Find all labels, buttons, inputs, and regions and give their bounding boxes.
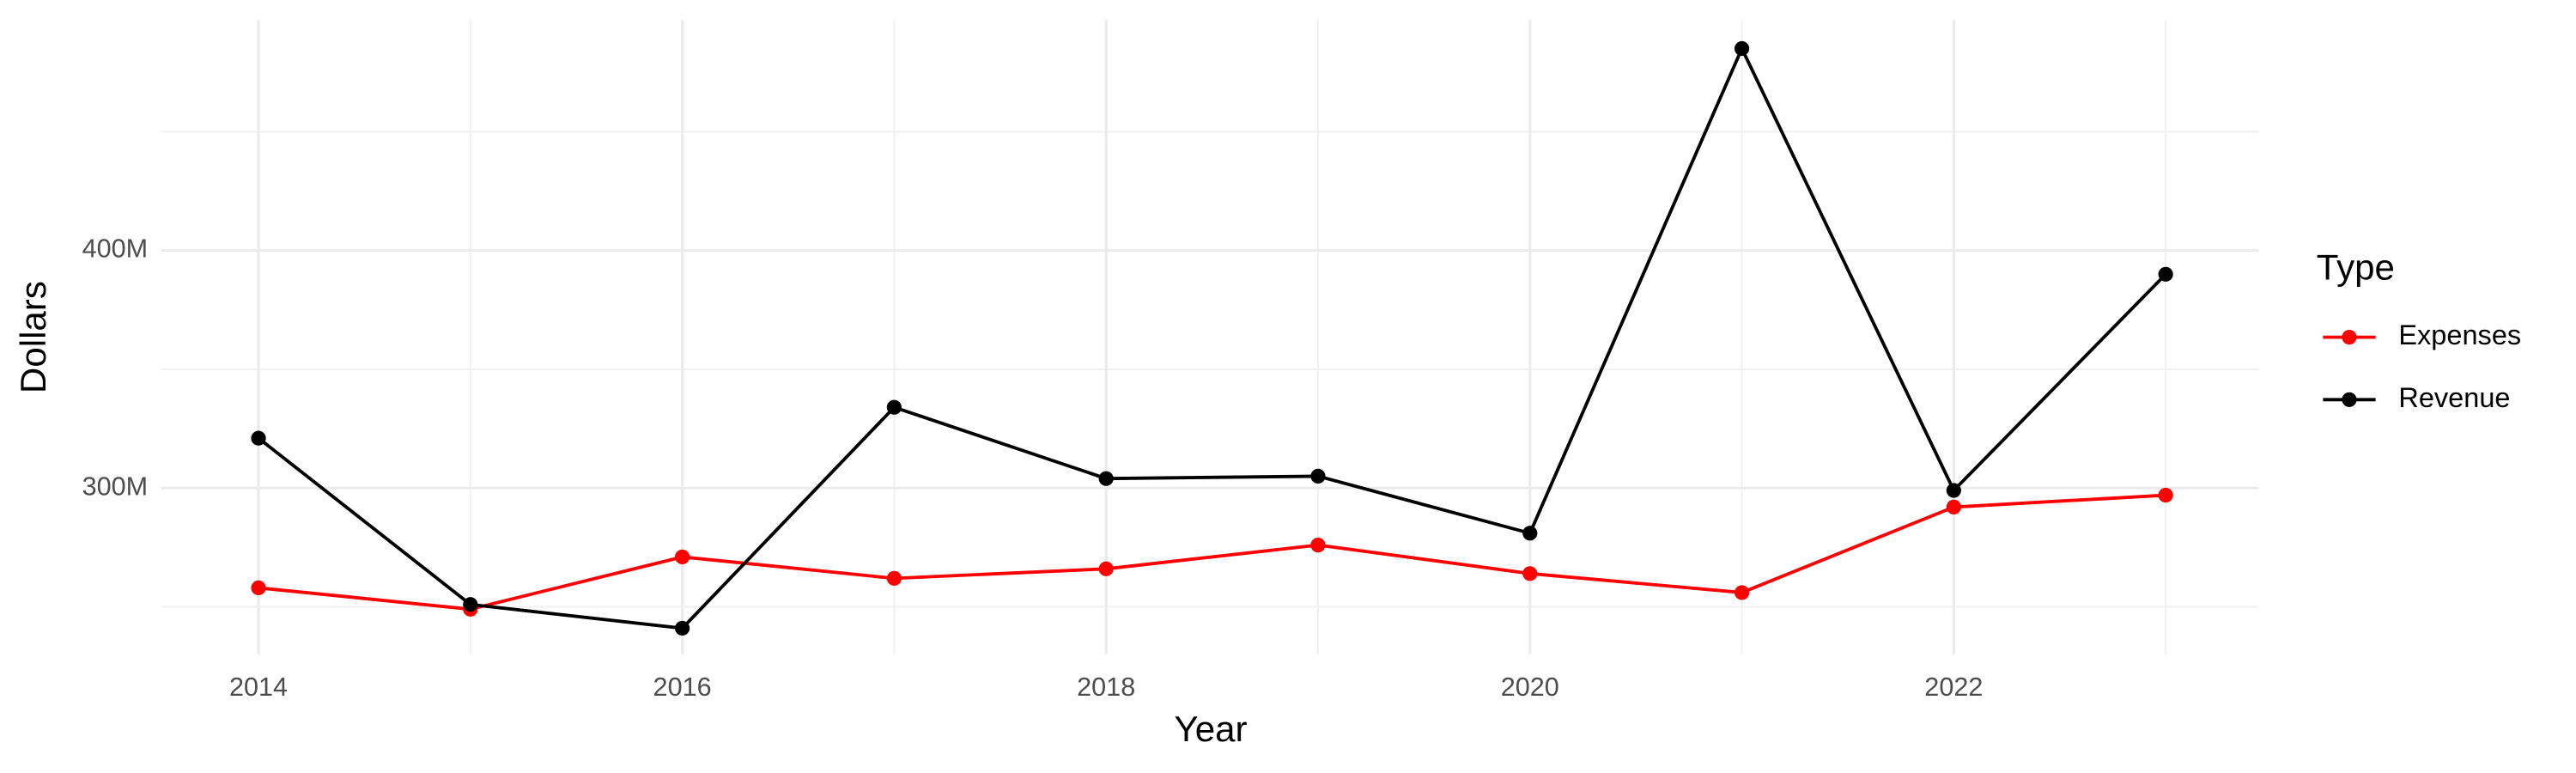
- data-point: [1522, 526, 1538, 541]
- series-line: [257, 44, 2167, 630]
- data-point: [674, 549, 690, 565]
- x-tick-label: 2020: [1501, 673, 1559, 702]
- y-tick-label: 400M: [82, 234, 149, 264]
- data-point: [886, 399, 902, 415]
- legend-label: Revenue: [2398, 382, 2510, 413]
- data-point: [886, 570, 902, 586]
- data-point: [463, 597, 478, 612]
- data-point: [1946, 483, 1961, 498]
- data-point: [1946, 499, 1961, 514]
- data-point: [1310, 468, 1326, 484]
- x-tick-label: 2014: [229, 673, 288, 702]
- y-tick-label: 300M: [82, 472, 149, 501]
- x-tick-label: 2022: [1924, 673, 1983, 702]
- data-point: [1098, 471, 1114, 486]
- data-point: [1098, 561, 1114, 576]
- data-point: [1734, 40, 1750, 57]
- data-point: [1522, 566, 1538, 581]
- data-point: [1310, 538, 1326, 553]
- x-axis-title: Year: [1175, 709, 1248, 749]
- y-axis-title: Dollars: [13, 281, 53, 393]
- series-line: [258, 493, 2166, 612]
- data-point: [2158, 487, 2173, 503]
- legend-key-point: [2342, 392, 2357, 407]
- legend-title: Type: [2317, 247, 2395, 287]
- x-tick-label: 2016: [653, 673, 712, 702]
- legend-label: Expenses: [2398, 320, 2521, 350]
- data-point: [1734, 585, 1750, 600]
- legend-key-point: [2342, 329, 2357, 345]
- data-point: [674, 620, 690, 636]
- data-point: [251, 430, 266, 446]
- x-tick-label: 2018: [1077, 673, 1135, 702]
- data-point: [2158, 266, 2173, 282]
- data-point: [251, 580, 266, 596]
